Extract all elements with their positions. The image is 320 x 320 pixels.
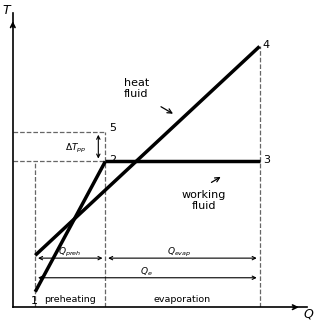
Text: preheating: preheating bbox=[44, 295, 96, 304]
Text: evaporation: evaporation bbox=[154, 295, 211, 304]
Text: working
fluid: working fluid bbox=[181, 190, 226, 212]
Text: $Q_e$: $Q_e$ bbox=[140, 265, 153, 278]
Text: 2: 2 bbox=[109, 155, 117, 165]
Text: 4: 4 bbox=[263, 40, 270, 50]
Text: heat
fluid: heat fluid bbox=[124, 78, 149, 99]
Text: Q: Q bbox=[303, 308, 313, 320]
Text: $Q_{evap}$: $Q_{evap}$ bbox=[167, 246, 191, 259]
Text: $Q_{preh}$: $Q_{preh}$ bbox=[58, 246, 81, 259]
Text: T: T bbox=[2, 4, 10, 17]
Text: 1: 1 bbox=[30, 296, 37, 306]
Text: 5: 5 bbox=[109, 123, 116, 132]
Text: 3: 3 bbox=[263, 155, 270, 165]
Text: $\Delta T_{pp}$: $\Delta T_{pp}$ bbox=[65, 142, 86, 156]
